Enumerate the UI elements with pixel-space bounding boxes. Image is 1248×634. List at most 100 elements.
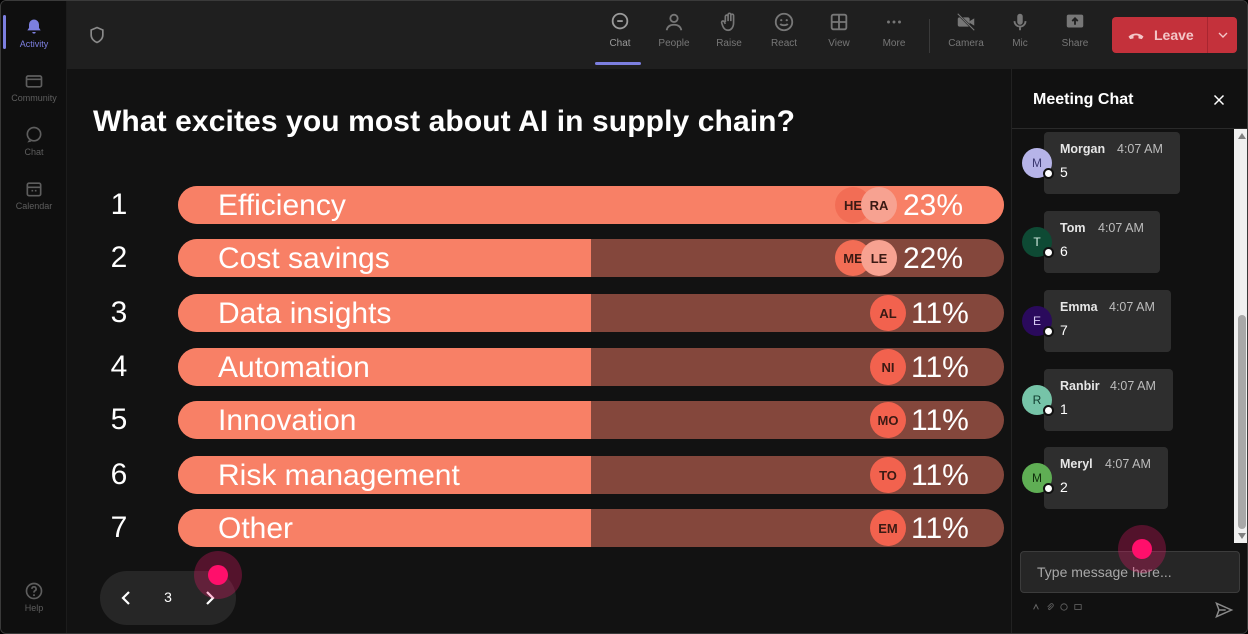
poll-option-row: 5 Innovation MO 11%	[67, 401, 1011, 439]
avatar-initial: E	[1032, 314, 1041, 328]
avatar[interactable]: M	[1022, 463, 1054, 494]
react-button[interactable]: React	[757, 11, 811, 61]
bell-icon	[27, 19, 41, 34]
close-icon[interactable]	[1210, 91, 1228, 109]
avatar-initial: R	[1032, 393, 1042, 407]
voter-avatar: AL	[870, 295, 906, 331]
poll-option-number: 5	[110, 403, 128, 436]
poll-option-label: Risk management	[218, 459, 460, 492]
chat-bubble: Tom 4:07 AM 6	[1044, 211, 1160, 273]
chat-message-input[interactable]	[1021, 552, 1239, 592]
rail-item-activity[interactable]: Activity	[1, 7, 67, 57]
calendar-icon	[26, 182, 42, 197]
phone-hangup-icon	[1128, 33, 1144, 40]
chat-message-text: 1	[1060, 401, 1068, 417]
chat-sender-name: Meryl	[1060, 457, 1093, 471]
avatar-initial: M	[1032, 156, 1042, 170]
chat-button[interactable]: Chat	[593, 11, 647, 65]
voter-avatar: LE	[861, 240, 897, 276]
poll-option-percent: 11%	[911, 351, 969, 384]
poll-option-number: 2	[110, 241, 128, 274]
chat-timestamp: 4:07 AM	[1110, 379, 1156, 393]
poll-option-bar	[178, 294, 1004, 332]
attach-icon[interactable]	[1046, 603, 1054, 611]
voter-avatar: RA	[861, 187, 897, 223]
chat-message-text: 6	[1060, 243, 1068, 259]
poll-option-bar	[178, 348, 1004, 386]
leave-button[interactable]: Leave	[1112, 17, 1237, 53]
presence-indicator	[1043, 326, 1054, 337]
chat-icon	[26, 126, 42, 143]
chat-message-text: 2	[1060, 479, 1068, 495]
rail-item-help[interactable]: Help	[1, 571, 67, 621]
poll-option-number: 7	[110, 511, 128, 544]
avatar-initial: T	[1033, 235, 1041, 249]
avatar[interactable]: T	[1022, 227, 1054, 258]
avatar[interactable]: M	[1022, 148, 1054, 179]
view-button[interactable]: View	[812, 11, 866, 61]
app-rail: Activity Community Chat Calendar Help	[1, 1, 67, 633]
gif-icon[interactable]	[1074, 603, 1082, 611]
poll-option-percent: 11%	[911, 297, 969, 330]
poll-option-percent: 11%	[911, 459, 969, 492]
chat-timestamp: 4:07 AM	[1117, 142, 1163, 156]
rail-label: Chat	[24, 147, 44, 157]
leave-main[interactable]: Leave	[1112, 17, 1207, 53]
chevron-right-icon[interactable]	[198, 586, 222, 610]
page-number: 3	[164, 589, 172, 605]
chat-message-text: 5	[1060, 164, 1068, 180]
rail-item-chat[interactable]: Chat	[1, 115, 67, 165]
poll-option-fill	[178, 509, 591, 547]
poll-option-number: 4	[110, 350, 128, 383]
poll-option-bar	[178, 401, 1004, 439]
poll-option-bar	[178, 509, 1004, 547]
send-icon[interactable]	[1214, 600, 1234, 620]
camera-button[interactable]: Camera	[939, 11, 993, 61]
leave-options-dropdown[interactable]	[1207, 17, 1237, 53]
chat-sender-name: Morgan	[1060, 142, 1106, 156]
chat-scrollbar[interactable]	[1234, 129, 1247, 543]
meeting-toolbar: Chat People Raise React View More Camera	[67, 1, 1247, 69]
poll-option-label: Other	[218, 512, 294, 545]
rail-label: Community	[11, 93, 57, 103]
person-icon	[665, 13, 683, 31]
mic-button[interactable]: Mic	[993, 11, 1047, 61]
chat-timestamp: 4:07 AM	[1109, 300, 1155, 314]
raise-hand-button[interactable]: Raise	[702, 11, 756, 61]
presence-indicator	[1043, 483, 1054, 494]
presence-indicator	[1043, 168, 1054, 179]
chat-timestamp: 4:07 AM	[1098, 221, 1144, 235]
rail-item-calendar[interactable]: Calendar	[1, 169, 67, 219]
people-button-label: People	[658, 38, 690, 49]
emoji-icon[interactable]	[1060, 603, 1068, 611]
chevron-left-icon[interactable]	[114, 586, 138, 610]
pointer-dot	[208, 565, 228, 585]
poll-option-label: Innovation	[218, 404, 357, 437]
rail-item-community[interactable]: Community	[1, 61, 67, 111]
chat-bubble: Morgan 4:07 AM 5	[1044, 132, 1180, 194]
more-button[interactable]: More	[867, 11, 921, 61]
chat-composer[interactable]	[1020, 551, 1240, 593]
avatar[interactable]: R	[1022, 385, 1054, 416]
chat-timestamp: 4:07 AM	[1105, 457, 1151, 471]
chevron-down-icon	[1218, 32, 1227, 38]
presence-indicator	[1043, 405, 1054, 416]
scroll-thumb[interactable]	[1238, 315, 1246, 529]
avatar-initial: M	[1032, 471, 1042, 485]
avatar[interactable]: E	[1022, 306, 1054, 337]
scroll-down-arrow[interactable]	[1238, 533, 1246, 539]
scroll-up-arrow[interactable]	[1238, 133, 1246, 139]
poll-option-row: 7 Other EM 11%	[67, 509, 1011, 547]
people-button[interactable]: People	[647, 11, 701, 61]
share-button[interactable]: Share	[1048, 11, 1102, 61]
poll-option-row: 6 Risk management TO 11%	[67, 456, 1011, 494]
poll-option-fill	[178, 348, 591, 386]
chat-bubble: Meryl 4:07 AM 2	[1044, 447, 1168, 509]
mic-icon	[1013, 13, 1027, 31]
chat-sender-name: Ranbir	[1060, 379, 1100, 393]
voter-avatar: EM	[870, 510, 906, 546]
shield-icon[interactable]	[87, 25, 107, 45]
chat-panel-title: Meeting Chat	[1033, 91, 1134, 108]
format-icon[interactable]	[1032, 603, 1040, 611]
